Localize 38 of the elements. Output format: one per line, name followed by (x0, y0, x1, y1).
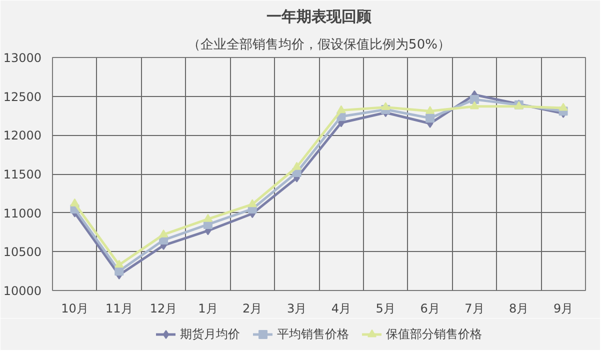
x-tick-label: 6月 (420, 302, 440, 316)
point (114, 260, 124, 268)
chart-subtitle: （企业全部销售均价，假设保值比例为50%） (188, 38, 450, 52)
point (426, 114, 435, 123)
x-tick-label: 3月 (286, 302, 307, 316)
y-tick-label: 12000 (3, 128, 42, 143)
y-tick-label: 12500 (3, 90, 42, 104)
point (470, 101, 479, 110)
point (159, 229, 168, 238)
x-tick-label: 7月 (464, 302, 484, 316)
x-tick-label: 10月 (61, 302, 88, 316)
point (292, 162, 302, 170)
point (70, 198, 80, 206)
point (381, 102, 390, 110)
x-tick-label: 12月 (150, 302, 178, 316)
point (558, 102, 568, 111)
x-tick-label: 4月 (331, 302, 352, 316)
chart-title: 一年期表现回顾 (266, 8, 372, 26)
y-tick-label: 10000 (3, 284, 42, 298)
x-tick-label: 2月 (242, 302, 262, 316)
y-tick-label: 11500 (3, 168, 42, 182)
legend-label: 平均销售价格 (277, 326, 349, 342)
x-tick-label: 5月 (376, 302, 396, 316)
point (336, 105, 346, 114)
y-tick-label: 10500 (3, 245, 42, 260)
legend-label: 期货月均价 (180, 326, 240, 342)
point (114, 266, 124, 276)
x-tick-label: 11月 (105, 302, 133, 316)
point (470, 94, 479, 104)
y-tick-label: 11000 (3, 206, 42, 220)
x-tick-label: 8月 (509, 302, 529, 316)
point (426, 106, 435, 114)
point (203, 214, 212, 222)
x-tick-label: 1月 (198, 302, 218, 316)
y-tick-label: 13000 (3, 51, 42, 65)
point (248, 199, 257, 208)
x-tick-label: 9月 (553, 302, 574, 316)
legend-label: 保值部分销售价格 (386, 326, 482, 342)
